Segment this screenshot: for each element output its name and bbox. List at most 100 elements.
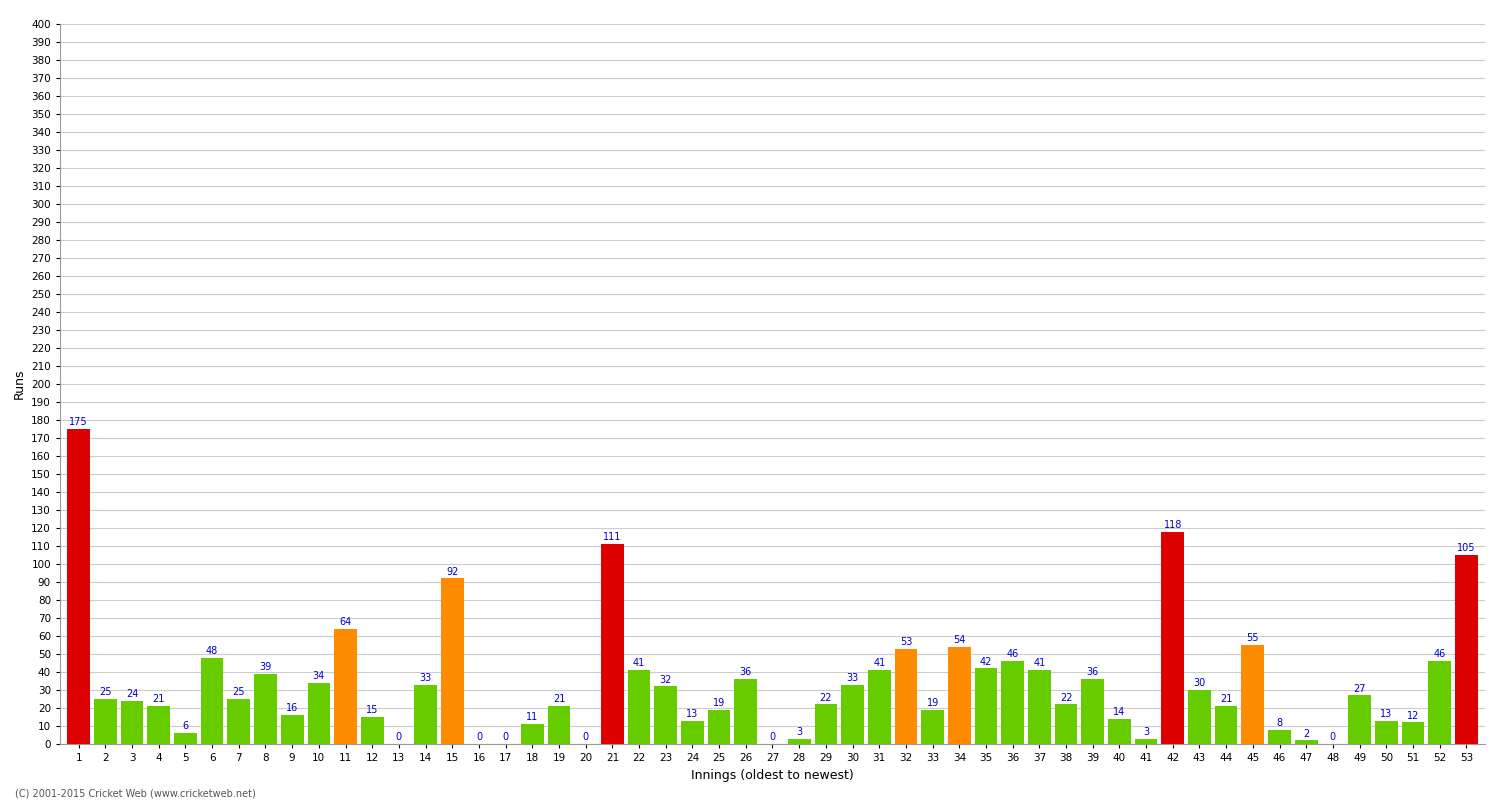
Bar	[842, 685, 864, 744]
Text: 13: 13	[1380, 709, 1392, 718]
Text: 13: 13	[687, 709, 699, 718]
Bar	[1002, 661, 1025, 744]
Text: 2: 2	[1304, 729, 1310, 738]
Text: 54: 54	[952, 635, 966, 645]
Text: 36: 36	[1086, 667, 1100, 678]
Bar	[1082, 679, 1104, 744]
Text: 21: 21	[153, 694, 165, 704]
Bar	[1294, 741, 1317, 744]
Text: 55: 55	[1246, 634, 1258, 643]
Text: 0: 0	[582, 732, 590, 742]
Text: 42: 42	[980, 657, 992, 666]
Bar	[1428, 661, 1450, 744]
Bar	[1455, 555, 1478, 744]
Text: 24: 24	[126, 689, 138, 699]
Text: 41: 41	[633, 658, 645, 668]
Text: 41: 41	[1034, 658, 1046, 668]
Text: 19: 19	[927, 698, 939, 708]
Bar	[174, 733, 196, 744]
Text: 36: 36	[740, 667, 752, 678]
Bar	[1136, 738, 1158, 744]
Text: 39: 39	[260, 662, 272, 672]
Bar	[94, 699, 117, 744]
Bar	[654, 686, 676, 744]
Bar	[708, 710, 730, 744]
Bar	[1054, 704, 1077, 744]
Bar	[1215, 706, 1237, 744]
Text: 22: 22	[1060, 693, 1072, 702]
Bar	[1268, 730, 1292, 744]
X-axis label: Innings (oldest to newest): Innings (oldest to newest)	[692, 769, 853, 782]
Text: 111: 111	[603, 533, 621, 542]
Text: 6: 6	[183, 722, 189, 731]
Bar	[735, 679, 758, 744]
Text: 105: 105	[1456, 543, 1476, 553]
Text: 25: 25	[99, 687, 111, 697]
Text: 175: 175	[69, 417, 88, 427]
Text: 118: 118	[1164, 520, 1182, 530]
Bar	[1108, 718, 1131, 744]
Bar	[815, 704, 837, 744]
Text: 92: 92	[446, 566, 459, 577]
Text: 15: 15	[366, 706, 378, 715]
Bar	[894, 649, 918, 744]
Text: 46: 46	[1007, 650, 1019, 659]
Bar	[520, 724, 543, 744]
Text: 3: 3	[1143, 726, 1149, 737]
Text: 33: 33	[846, 673, 858, 682]
Text: 0: 0	[476, 732, 482, 742]
Text: 33: 33	[420, 673, 432, 682]
Bar	[1242, 645, 1264, 744]
Bar	[228, 699, 251, 744]
Bar	[334, 629, 357, 744]
Text: 0: 0	[396, 732, 402, 742]
Text: 21: 21	[554, 694, 566, 704]
Bar	[1376, 721, 1398, 744]
Text: 0: 0	[503, 732, 509, 742]
Bar	[1348, 695, 1371, 744]
Text: 32: 32	[660, 674, 672, 685]
Bar	[602, 544, 624, 744]
Text: 16: 16	[286, 703, 298, 714]
Text: 3: 3	[796, 726, 802, 737]
Text: 14: 14	[1113, 707, 1125, 717]
Bar	[921, 710, 944, 744]
Text: 19: 19	[712, 698, 726, 708]
Text: 0: 0	[1330, 732, 1336, 742]
Bar	[441, 578, 464, 744]
Text: 8: 8	[1276, 718, 1282, 728]
Y-axis label: Runs: Runs	[12, 369, 26, 399]
Text: 41: 41	[873, 658, 885, 668]
Bar	[1401, 722, 1425, 744]
Bar	[254, 674, 278, 744]
Text: 0: 0	[770, 732, 776, 742]
Bar	[147, 706, 170, 744]
Bar	[308, 682, 330, 744]
Bar	[1188, 690, 1210, 744]
Bar	[975, 668, 998, 744]
Bar	[280, 715, 303, 744]
Text: 21: 21	[1220, 694, 1233, 704]
Text: 64: 64	[339, 617, 351, 627]
Bar	[68, 429, 90, 744]
Bar	[1161, 531, 1184, 744]
Bar	[627, 670, 651, 744]
Bar	[414, 685, 436, 744]
Bar	[362, 717, 384, 744]
Text: 11: 11	[526, 712, 538, 722]
Bar	[681, 721, 703, 744]
Text: (C) 2001-2015 Cricket Web (www.cricketweb.net): (C) 2001-2015 Cricket Web (www.cricketwe…	[15, 788, 255, 798]
Text: 53: 53	[900, 637, 912, 646]
Bar	[548, 706, 570, 744]
Text: 34: 34	[312, 671, 326, 681]
Bar	[948, 646, 970, 744]
Text: 30: 30	[1194, 678, 1206, 688]
Text: 46: 46	[1434, 650, 1446, 659]
Bar	[201, 658, 223, 744]
Text: 12: 12	[1407, 710, 1419, 721]
Bar	[788, 738, 810, 744]
Text: 27: 27	[1353, 683, 1366, 694]
Bar	[1028, 670, 1050, 744]
Text: 48: 48	[206, 646, 218, 656]
Bar	[120, 701, 144, 744]
